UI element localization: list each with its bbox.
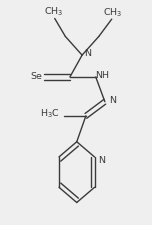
Text: CH$_3$: CH$_3$	[103, 7, 122, 19]
Text: Se: Se	[31, 72, 43, 81]
Text: NH: NH	[96, 71, 110, 80]
Text: N: N	[98, 157, 105, 166]
Text: N: N	[84, 50, 91, 58]
Text: CH$_3$: CH$_3$	[44, 6, 64, 18]
Text: H$_3$C: H$_3$C	[40, 107, 59, 120]
Text: N: N	[109, 96, 116, 105]
